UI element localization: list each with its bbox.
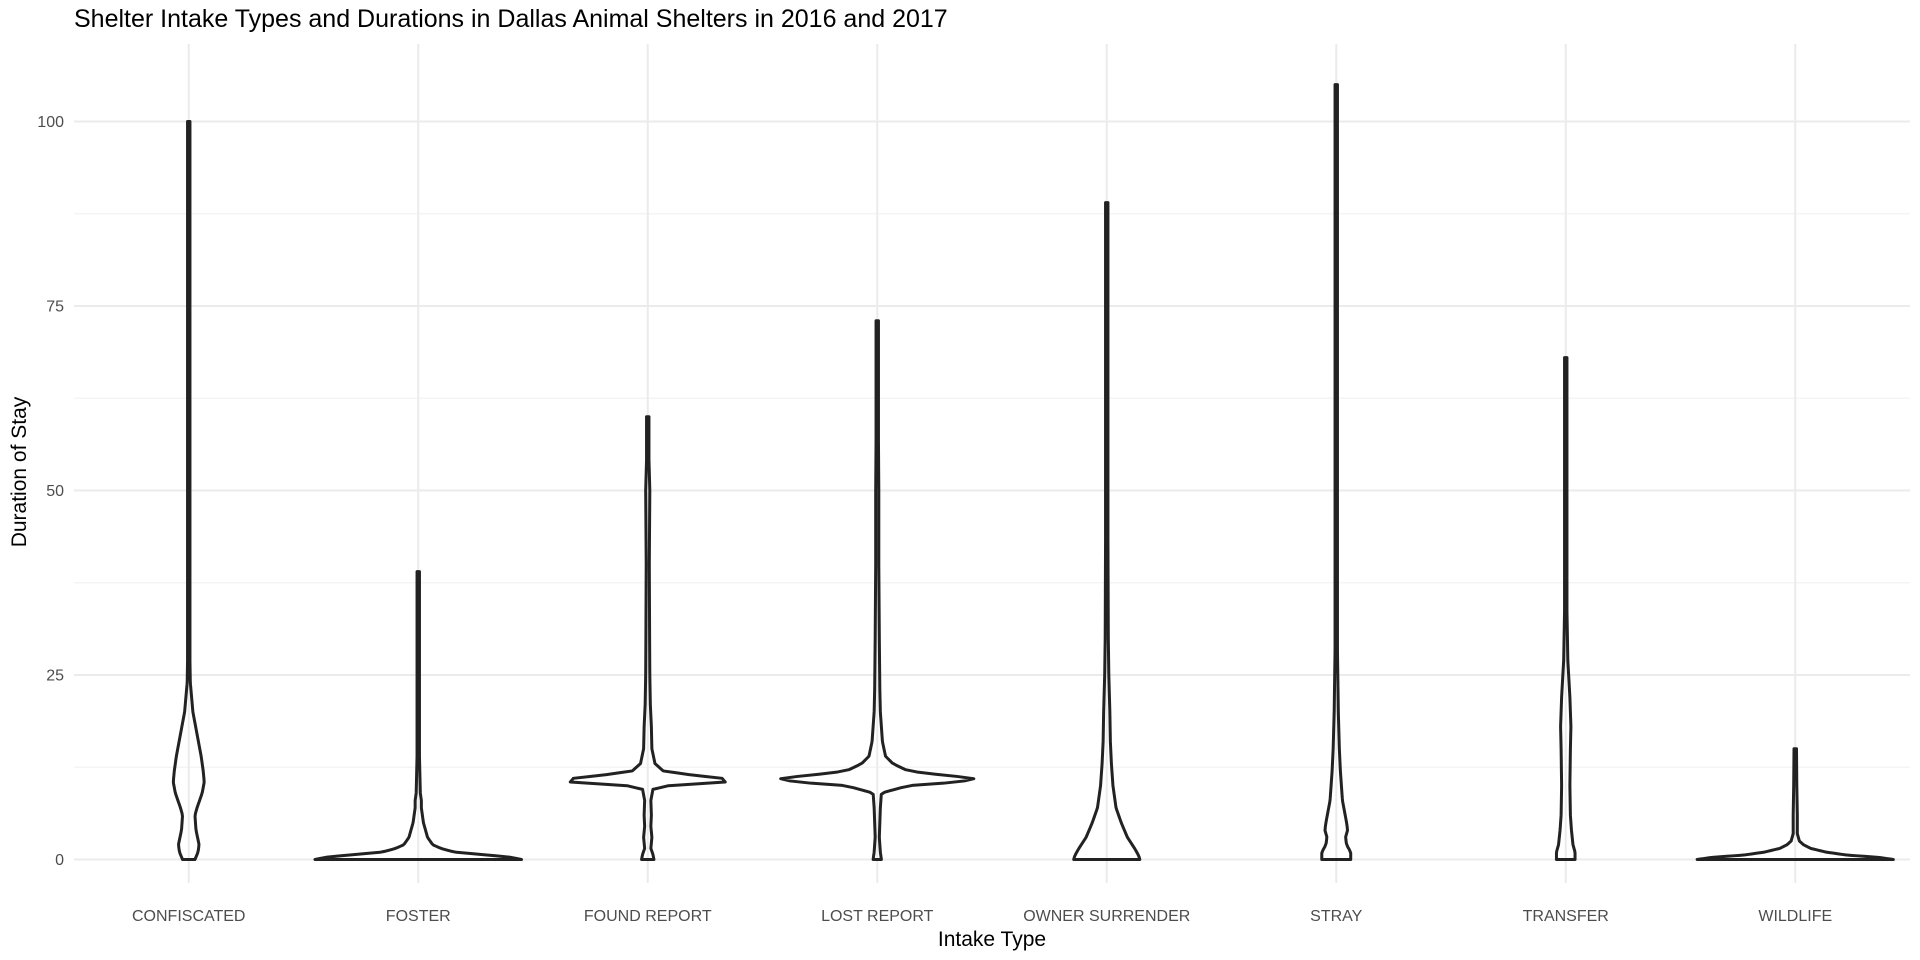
violin-wildlife <box>1695 747 1895 861</box>
violins <box>171 83 1895 861</box>
x-tick-label: OWNER SURRENDER <box>1023 908 1190 925</box>
y-tick-label: 50 <box>46 483 64 500</box>
x-axis-ticks: CONFISCATED FOSTER FOUND REPORT LOST REPORT… <box>132 908 1832 925</box>
x-tick-label: STRAY <box>1310 908 1362 925</box>
violin-found-report <box>568 415 727 861</box>
x-tick-label: FOSTER <box>386 908 451 925</box>
x-axis-title: Intake Type <box>938 928 1046 951</box>
violin-stray <box>1320 83 1353 861</box>
y-tick-label: 25 <box>46 668 64 685</box>
violin-owner-surrender <box>1072 201 1142 861</box>
y-tick-label: 0 <box>55 852 64 869</box>
x-tick-label: CONFISCATED <box>132 908 245 925</box>
x-tick-label: TRANSFER <box>1523 908 1609 925</box>
grid-lines <box>74 44 1910 883</box>
y-axis-ticks: 0 25 50 75 100 <box>37 114 64 869</box>
x-tick-label: LOST REPORT <box>821 908 934 925</box>
violin-foster <box>313 570 524 861</box>
y-axis-title: Duration of Stay <box>8 396 31 547</box>
violin-transfer <box>1554 356 1577 861</box>
violin-confiscated <box>171 120 206 861</box>
x-tick-label: FOUND REPORT <box>584 908 712 925</box>
y-tick-label: 75 <box>46 299 64 316</box>
violin-lost-report <box>779 319 976 861</box>
x-tick-label: WILDLIFE <box>1758 908 1832 925</box>
chart-title: Shelter Intake Types and Durations in Da… <box>74 5 948 33</box>
y-tick-label: 100 <box>37 114 64 131</box>
